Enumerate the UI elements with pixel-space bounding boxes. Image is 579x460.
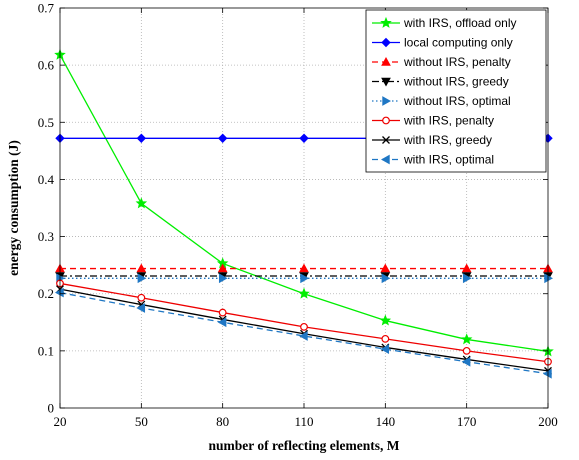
axis-ticks: 20 50 80 110 140 170 200 0 0.1 0.2 0.3 0.4 0.5 0.6 0.7 (38, 1, 558, 430)
data-point (300, 322, 308, 331)
x-tick-label: 80 (216, 414, 229, 429)
data-point (298, 287, 310, 299)
legend-entry: with IRS, greedy (372, 133, 492, 147)
data-point (218, 273, 228, 284)
data-point (135, 197, 148, 209)
data-point (217, 133, 228, 143)
legend-entry: with IRS, penalty (372, 114, 494, 128)
data-point (381, 77, 391, 87)
x-tick-label: 170 (457, 414, 477, 429)
legend-label: without IRS, greedy (403, 75, 509, 89)
data-point (544, 273, 554, 284)
y-tick-label: 0.5 (38, 115, 54, 130)
data-point (380, 154, 390, 165)
legend-label: without IRS, optimal (403, 94, 511, 108)
legend-label: with IRS, penalty (403, 114, 494, 128)
series-with-irs-offload-only (54, 48, 554, 357)
data-point (381, 37, 391, 48)
legend-label: with IRS, optimal (403, 153, 494, 167)
legend: with IRS, offload only local computing on… (365, 9, 547, 173)
legend-entry: with IRS, offload only (372, 16, 517, 30)
data-point (542, 368, 552, 379)
data-point (299, 133, 309, 143)
legend-entry: without IRS, optimal (372, 94, 511, 108)
y-tick-label: 0.7 (38, 1, 55, 16)
legend-label: local computing only (404, 36, 513, 50)
data-point (461, 263, 472, 273)
data-point (381, 334, 390, 343)
legend-box (365, 9, 547, 173)
data-point (382, 96, 392, 106)
data-point (217, 317, 227, 328)
y-tick-label: 0.1 (38, 343, 54, 358)
data-point (218, 308, 227, 317)
series-without-irs-optimal (56, 273, 554, 284)
data-point (136, 263, 147, 273)
data-point (298, 331, 308, 341)
data-point (382, 116, 390, 125)
data-point (300, 273, 310, 284)
data-point (299, 263, 309, 273)
series-with-irs-penalty (56, 279, 552, 366)
data-point (217, 263, 228, 273)
legend-entry: local computing only (372, 36, 513, 50)
y-tick-label: 0 (48, 401, 55, 416)
data-point (381, 273, 391, 284)
data-point (460, 333, 473, 345)
data-point (461, 356, 471, 367)
y-tick-label: 0.2 (38, 286, 54, 301)
legend-label: without IRS, penalty (403, 55, 511, 69)
data-point (382, 136, 390, 144)
legend-entry: with IRS, optimal (372, 153, 494, 167)
y-tick-label: 0.4 (38, 172, 55, 187)
legend-entry: without IRS, greedy (372, 75, 509, 89)
data-point (137, 273, 147, 284)
x-tick-label: 140 (376, 414, 396, 429)
data-point (381, 56, 391, 66)
data-point (136, 133, 147, 143)
legend-label: with IRS, greedy (403, 133, 492, 147)
y-axis-label: energy consumption (J) (6, 140, 21, 276)
x-tick-label: 20 (54, 414, 67, 429)
x-tick-label: 200 (538, 414, 558, 429)
x-tick-label: 110 (294, 414, 313, 429)
data-point (380, 263, 391, 273)
data-point (380, 16, 392, 28)
data-point (462, 273, 472, 284)
data-point (379, 314, 392, 326)
x-axis-label: number of reflecting elements, M (208, 438, 399, 453)
data-point (136, 303, 146, 313)
data-point (380, 344, 390, 354)
legend-entry: without IRS, penalty (372, 55, 511, 69)
y-tick-label: 0.3 (38, 229, 54, 244)
legend-label: with IRS, offload only (403, 16, 517, 30)
data-point (137, 293, 146, 302)
x-tick-label: 50 (135, 414, 148, 429)
data-point (462, 346, 471, 355)
y-tick-label: 0.6 (38, 58, 55, 73)
